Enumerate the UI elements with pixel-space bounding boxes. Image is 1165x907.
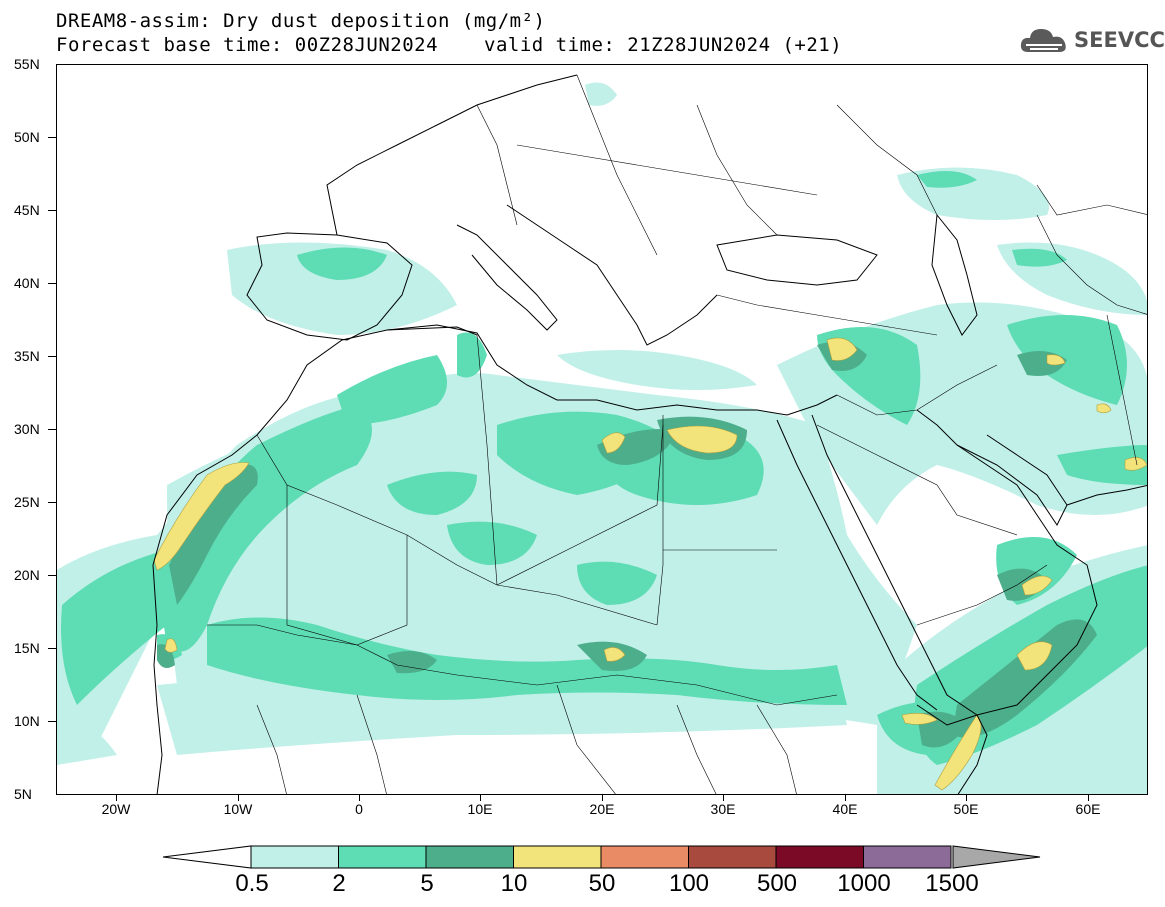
- legend-boxes: [250, 845, 952, 869]
- legend-box: [863, 845, 952, 869]
- lon-label-40e: 40E: [832, 801, 858, 817]
- lon-label-60e: 60E: [1075, 801, 1101, 817]
- seevccc-logo: SEEVCCC: [1018, 24, 1165, 56]
- lat-tick: [48, 283, 56, 284]
- lon-label-20w: 20W: [101, 801, 131, 817]
- lon-label-0: 0: [355, 801, 363, 817]
- legend-over-arrow: [952, 845, 1041, 869]
- legend-box: [688, 845, 777, 869]
- dust-deposition-map: [56, 64, 1148, 795]
- legend-box: [600, 845, 689, 869]
- lon-label-10w: 10W: [223, 801, 253, 817]
- country-borders: [207, 74, 1147, 794]
- legend-box: [513, 845, 602, 869]
- lat-tick: [48, 137, 56, 138]
- lat-tick: [48, 648, 56, 649]
- lat-label-15n: 15N: [14, 640, 40, 656]
- lat-label-50n: 50N: [14, 129, 40, 145]
- lon-label-30e: 30E: [710, 801, 736, 817]
- legend-label-5: 5: [420, 870, 434, 897]
- lon-tick: [966, 795, 967, 801]
- deposition-10-layer: [153, 337, 1147, 791]
- lon-label-20e: 20E: [589, 801, 615, 817]
- legend-under-arrow: [163, 845, 252, 869]
- legend-colorbar: [163, 845, 1041, 869]
- legend-box: [250, 845, 339, 869]
- lat-label-25n: 25N: [14, 494, 40, 510]
- lat-label-5n: 5N: [14, 786, 32, 802]
- legend-label-10: 10: [500, 870, 528, 897]
- logo-text: SEEVCCC: [1074, 28, 1165, 52]
- lat-tick: [48, 356, 56, 357]
- legend-label-2: 2: [332, 870, 346, 897]
- legend-label-1500: 1500: [925, 870, 979, 897]
- lon-tick: [359, 795, 360, 801]
- lat-label-55n: 55N: [14, 56, 40, 72]
- valid-time: valid time: 21Z28JUN2024 (+21): [484, 34, 843, 56]
- forecast-base-time: Forecast base time: 00Z28JUN2024: [56, 34, 439, 56]
- lat-label-40n: 40N: [14, 275, 40, 291]
- lon-tick: [1088, 795, 1089, 801]
- lon-label-10e: 10E: [467, 801, 493, 817]
- lat-label-45n: 45N: [14, 202, 40, 218]
- legend-label-100: 100: [668, 870, 710, 897]
- lat-tick: [48, 721, 56, 722]
- lat-label-20n: 20N: [14, 567, 40, 583]
- lat-tick: [48, 429, 56, 430]
- lon-label-50e: 50E: [953, 801, 979, 817]
- lon-tick: [723, 795, 724, 801]
- lat-label-30n: 30N: [14, 421, 40, 437]
- lon-tick: [116, 795, 117, 801]
- lon-tick: [238, 795, 239, 801]
- legend-label-0-5: 0.5: [235, 870, 269, 897]
- lon-tick: [845, 795, 846, 801]
- lat-label-10n: 10N: [14, 713, 40, 729]
- lat-tick: [48, 502, 56, 503]
- legend-label-1000: 1000: [837, 870, 891, 897]
- legend-box: [775, 845, 864, 869]
- map-title: DREAM8-assim: Dry dust deposition (mg/m²…: [56, 10, 546, 32]
- legend-box: [338, 845, 427, 869]
- legend-label-50: 50: [588, 870, 616, 897]
- map-canvas: [57, 74, 1147, 794]
- coastlines: [152, 74, 1147, 794]
- legend-box: [425, 845, 514, 869]
- legend-label-500: 500: [756, 870, 798, 897]
- lon-tick: [480, 795, 481, 801]
- lat-tick: [48, 210, 56, 211]
- lat-label-35n: 35N: [14, 348, 40, 364]
- cloud-icon: [1020, 29, 1066, 52]
- lat-tick: [48, 575, 56, 576]
- lon-tick: [602, 795, 603, 801]
